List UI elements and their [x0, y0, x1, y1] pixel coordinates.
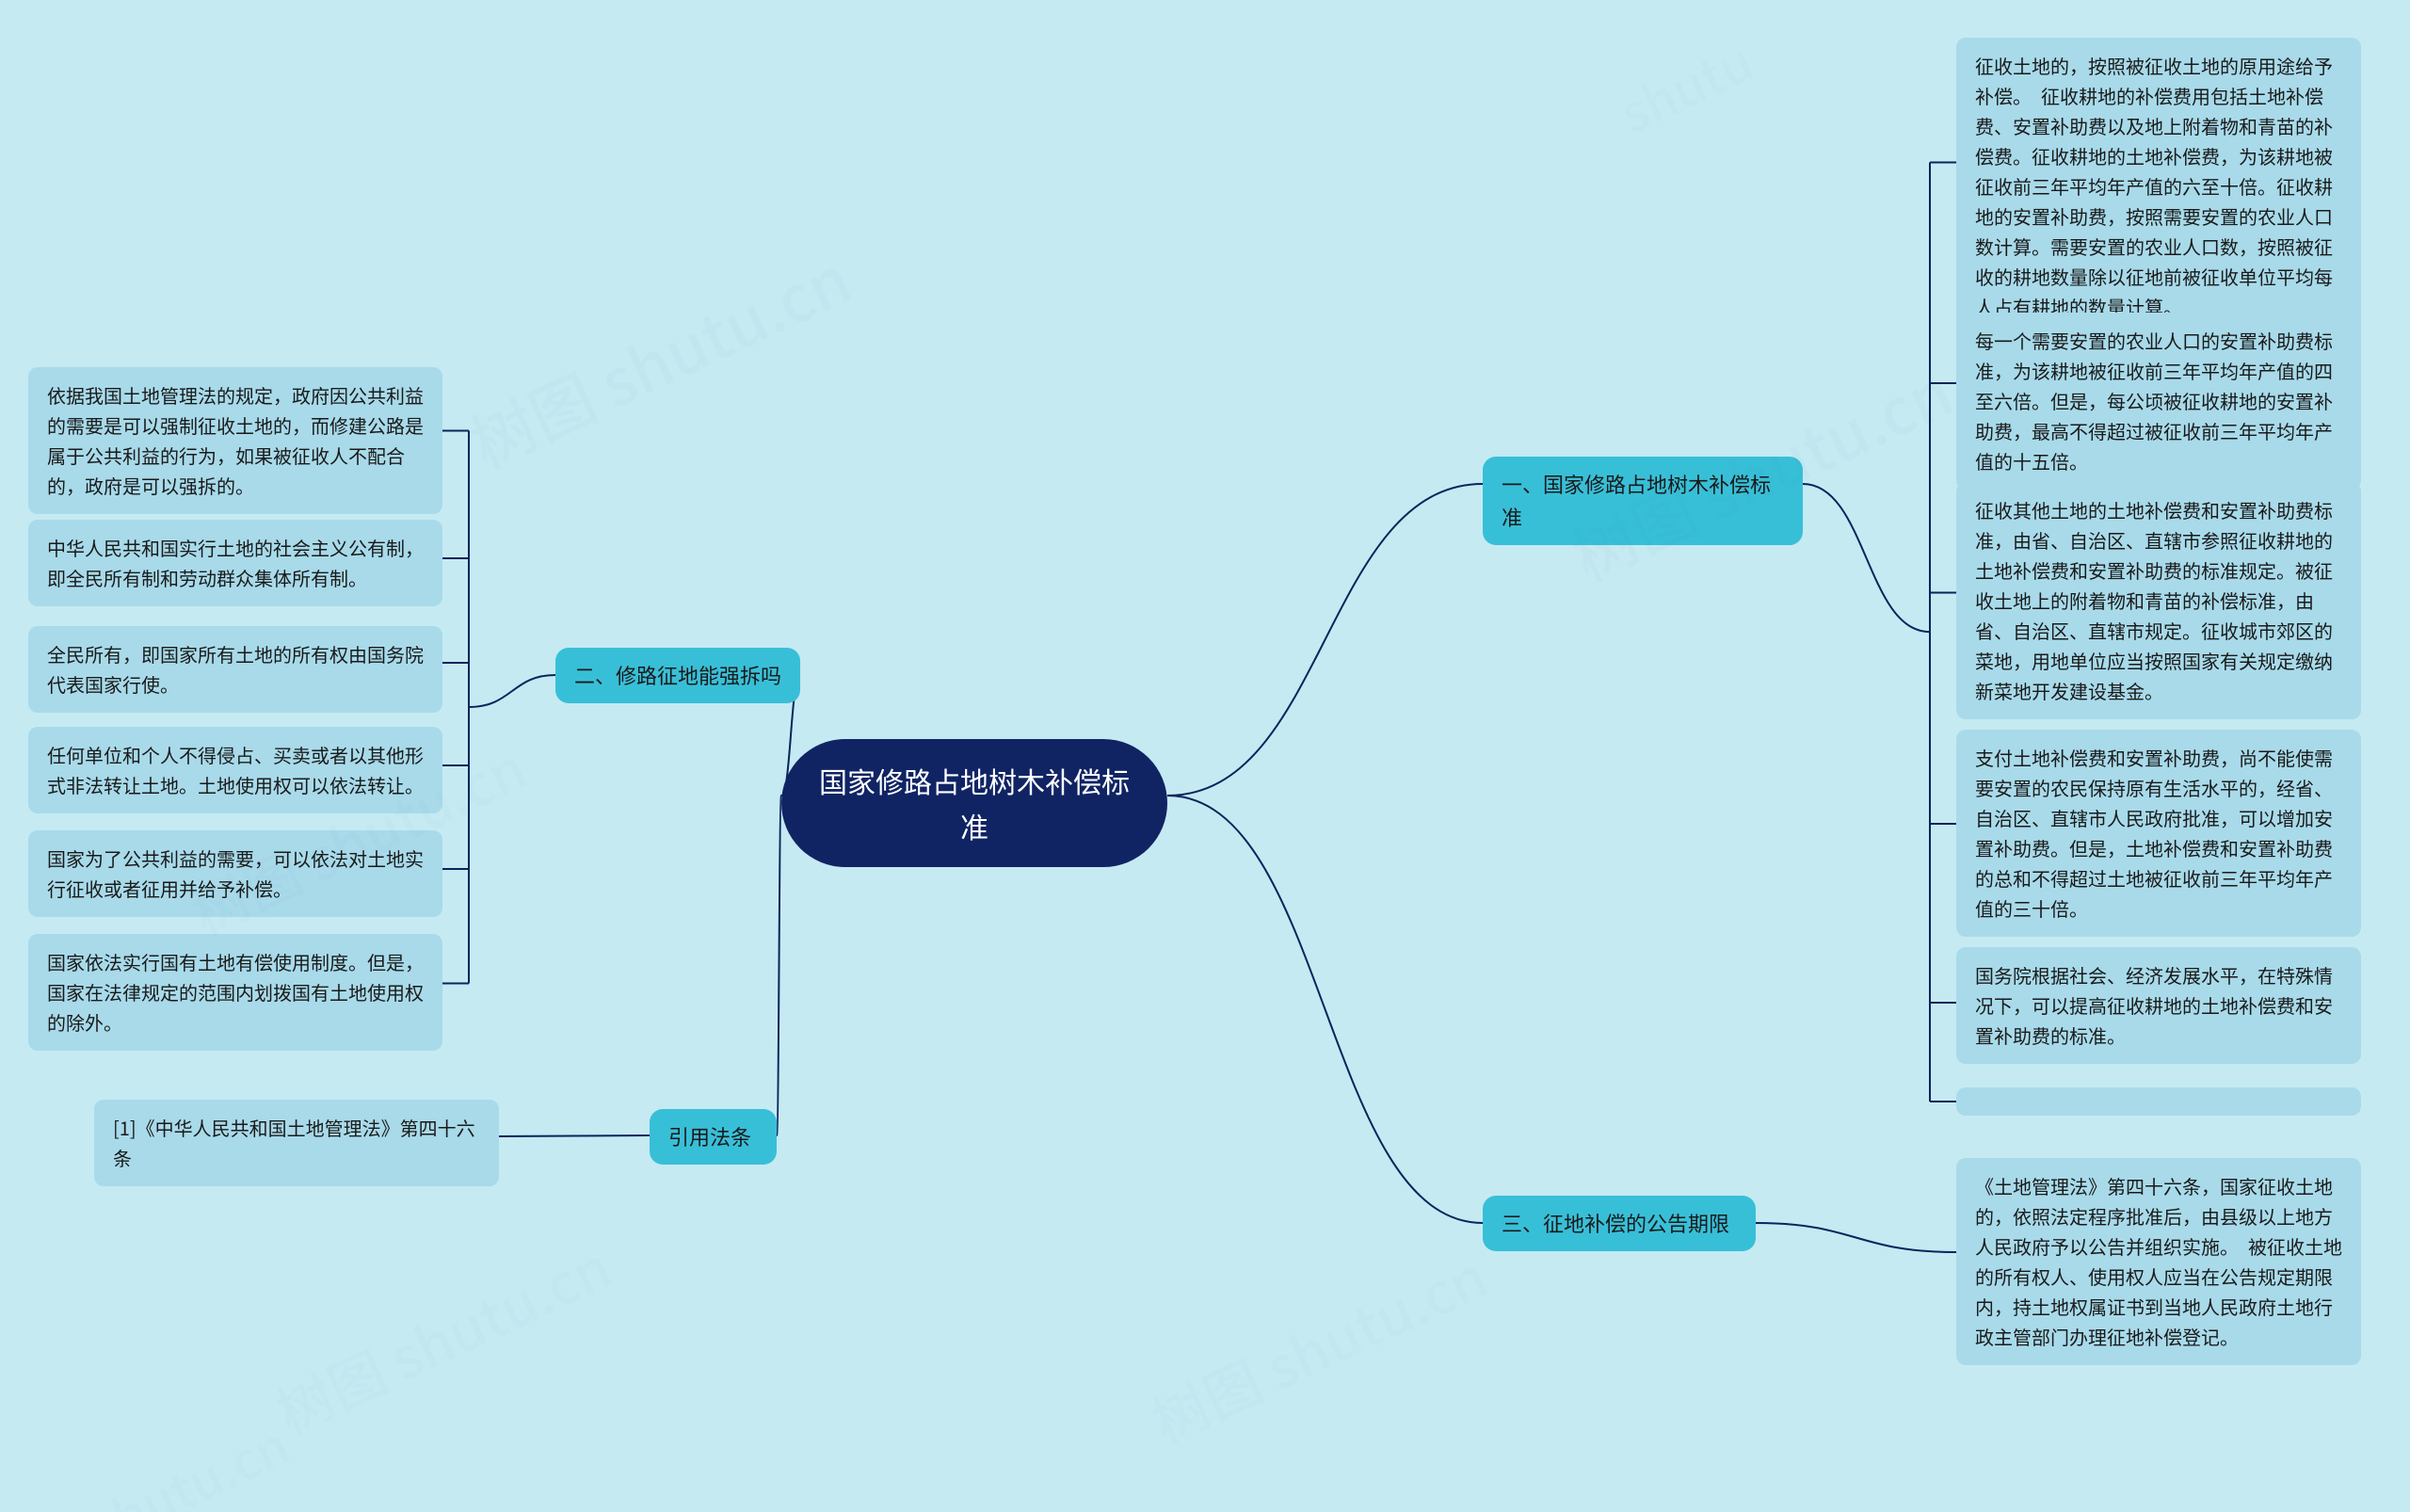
- branch-node-b3: 三、征地补偿的公告期限: [1483, 1196, 1756, 1251]
- leaf-node-b1-2-text: 征收其他土地的土地补偿费和安置补助费标准，由省、自治区、直辖市参照征收耕地的土地…: [1975, 495, 2342, 706]
- leaf-node-b1-1-text: 每一个需要安置的农业人口的安置补助费标准，为该耕地被征收前三年平均年产值的四至六…: [1975, 326, 2342, 476]
- leaf-node-b2-3: 任何单位和个人不得侵占、买卖或者以其他形式非法转让土地。土地使用权可以依法转让。: [28, 727, 442, 813]
- leaf-node-b2-2: 全民所有，即国家所有土地的所有权由国务院代表国家行使。: [28, 626, 442, 713]
- mindmap-canvas: 国家修路占地树木补偿标准 一、国家修路占地树木补偿标准 征收土地的，按照被征收土地的…: [0, 0, 2410, 1512]
- leaf-node-b2-0-text: 依据我国土地管理法的规定，政府因公共利益的需要是可以强制征收土地的，而修建公路是…: [47, 380, 424, 501]
- leaf-node-b1-4-text: 国务院根据社会、经济发展水平，在特殊情况下，可以提高征收耕地的土地补偿费和安置补…: [1975, 960, 2342, 1051]
- leaf-node-b4-0: [1]《中华人民共和国土地管理法》第四十六条: [94, 1100, 499, 1186]
- leaf-node-b2-2-text: 全民所有，即国家所有土地的所有权由国务院代表国家行使。: [47, 639, 424, 700]
- watermark-3: 树图 shutu.cn: [262, 1224, 623, 1451]
- leaf-node-b2-3-text: 任何单位和个人不得侵占、买卖或者以其他形式非法转让土地。土地使用权可以依法转让。: [47, 740, 424, 800]
- leaf-node-b1-3-text: 支付土地补偿费和安置补助费，尚不能使需要安置的农民保持原有生活水平的，经省、自治…: [1975, 743, 2342, 924]
- leaf-node-b1-5: [1956, 1087, 2361, 1116]
- leaf-node-b2-4: 国家为了公共利益的需要，可以依法对土地实行征收或者征用并给予补偿。: [28, 830, 442, 917]
- branch-node-b2: 二、修路征地能强拆吗: [555, 648, 800, 703]
- branch-node-b3-text: 三、征地补偿的公告期限: [1502, 1207, 1729, 1240]
- leaf-node-b2-5-text: 国家依法实行国有土地有偿使用制度。但是，国家在法律规定的范围内划拨国有土地使用权…: [47, 947, 424, 1037]
- watermark-0: 树图 shutu.cn: [454, 229, 864, 486]
- leaf-node-b1-4: 国务院根据社会、经济发展水平，在特殊情况下，可以提高征收耕地的土地补偿费和安置补…: [1956, 947, 2361, 1064]
- leaf-node-b2-1: 中华人民共和国实行土地的社会主义公有制，即全民所有制和劳动群众集体所有制。: [28, 520, 442, 606]
- watermark-5: 图 shutu.cn: [20, 1406, 299, 1512]
- branch-node-b1-text: 一、国家修路占地树木补偿标准: [1502, 468, 1784, 534]
- leaf-node-b3-0-text: 《土地管理法》第四十六条，国家征收土地的，依照法定程序批准后，由县级以上地方人民…: [1975, 1171, 2342, 1352]
- watermark-6: shutu: [1606, 22, 1763, 148]
- leaf-node-b1-0: 征收土地的，按照被征收土地的原用途给予补偿。 征收耕地的补偿费用包括土地补偿费、…: [1956, 38, 2361, 335]
- leaf-node-b3-0: 《土地管理法》第四十六条，国家征收土地的，依照法定程序批准后，由县级以上地方人民…: [1956, 1158, 2361, 1365]
- leaf-node-b1-3: 支付土地补偿费和安置补助费，尚不能使需要安置的农民保持原有生活水平的，经省、自治…: [1956, 730, 2361, 937]
- leaf-node-b2-1-text: 中华人民共和国实行土地的社会主义公有制，即全民所有制和劳动群众集体所有制。: [47, 533, 424, 593]
- branch-node-b4-text: 引用法条: [668, 1120, 751, 1153]
- leaf-node-b2-0: 依据我国土地管理法的规定，政府因公共利益的需要是可以强制征收土地的，而修建公路是…: [28, 367, 442, 514]
- branch-node-b4: 引用法条: [650, 1109, 777, 1165]
- branch-node-b1: 一、国家修路占地树木补偿标准: [1483, 457, 1803, 545]
- leaf-node-b2-5: 国家依法实行国有土地有偿使用制度。但是，国家在法律规定的范围内划拨国有土地使用权…: [28, 934, 442, 1051]
- leaf-node-b1-1: 每一个需要安置的农业人口的安置补助费标准，为该耕地被征收前三年平均年产值的四至六…: [1956, 313, 2361, 490]
- root-node: 国家修路占地树木补偿标准: [781, 739, 1167, 867]
- watermark-4: 树图 shutu.cn: [1137, 1233, 1499, 1460]
- branch-node-b2-text: 二、修路征地能强拆吗: [574, 659, 781, 692]
- leaf-node-b2-4-text: 国家为了公共利益的需要，可以依法对土地实行征收或者征用并给予补偿。: [47, 844, 424, 904]
- root-node-text: 国家修路占地树木补偿标准: [819, 758, 1130, 848]
- leaf-node-b4-0-text: [1]《中华人民共和国土地管理法》第四十六条: [113, 1113, 480, 1173]
- leaf-node-b1-2: 征收其他土地的土地补偿费和安置补助费标准，由省、自治区、直辖市参照征收耕地的土地…: [1956, 482, 2361, 719]
- leaf-node-b1-0-text: 征收土地的，按照被征收土地的原用途给予补偿。 征收耕地的补偿费用包括土地补偿费、…: [1975, 51, 2342, 322]
